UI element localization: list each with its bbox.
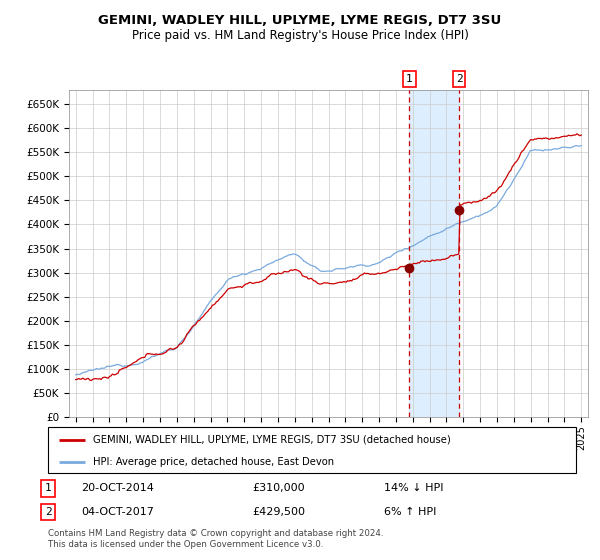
Text: GEMINI, WADLEY HILL, UPLYME, LYME REGIS, DT7 3SU: GEMINI, WADLEY HILL, UPLYME, LYME REGIS,… bbox=[98, 14, 502, 27]
Text: GEMINI, WADLEY HILL, UPLYME, LYME REGIS, DT7 3SU (detached house): GEMINI, WADLEY HILL, UPLYME, LYME REGIS,… bbox=[93, 435, 451, 445]
Text: 2: 2 bbox=[44, 507, 52, 517]
Text: 2: 2 bbox=[456, 74, 463, 84]
Text: 04-OCT-2017: 04-OCT-2017 bbox=[81, 507, 154, 517]
Text: Contains HM Land Registry data © Crown copyright and database right 2024.: Contains HM Land Registry data © Crown c… bbox=[48, 529, 383, 538]
Text: £310,000: £310,000 bbox=[252, 483, 305, 493]
Text: 1: 1 bbox=[406, 74, 413, 84]
Text: 20-OCT-2014: 20-OCT-2014 bbox=[81, 483, 154, 493]
Text: £429,500: £429,500 bbox=[252, 507, 305, 517]
Text: 1: 1 bbox=[44, 483, 52, 493]
Text: 6% ↑ HPI: 6% ↑ HPI bbox=[384, 507, 436, 517]
Text: HPI: Average price, detached house, East Devon: HPI: Average price, detached house, East… bbox=[93, 457, 334, 467]
Text: Price paid vs. HM Land Registry's House Price Index (HPI): Price paid vs. HM Land Registry's House … bbox=[131, 29, 469, 42]
Bar bbox=[409, 90, 459, 417]
FancyBboxPatch shape bbox=[48, 427, 576, 473]
Text: 14% ↓ HPI: 14% ↓ HPI bbox=[384, 483, 443, 493]
Text: This data is licensed under the Open Government Licence v3.0.: This data is licensed under the Open Gov… bbox=[48, 540, 323, 549]
